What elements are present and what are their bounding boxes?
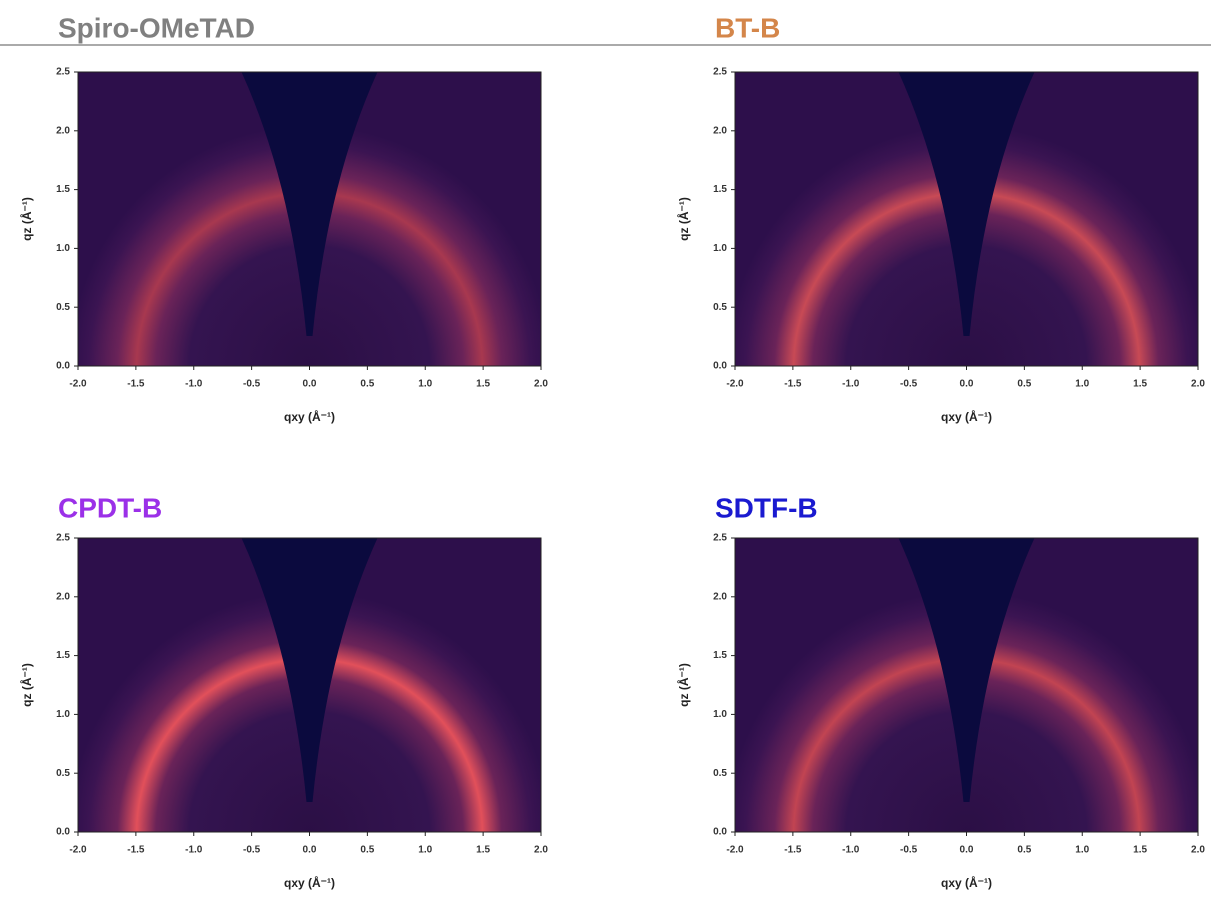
- y-tick-label: 1.5: [713, 184, 727, 195]
- y-tick-label: 0.5: [56, 302, 70, 313]
- heatmap: [78, 538, 541, 832]
- y-tick-label: 1.0: [56, 243, 70, 254]
- x-tick-label: 0.5: [1017, 379, 1031, 390]
- x-tick-label: 1.5: [1133, 379, 1147, 390]
- x-tick-label: -1.0: [842, 845, 860, 856]
- missing-wedge: [241, 72, 378, 336]
- x-tick-label: -1.5: [127, 379, 145, 390]
- x-tick-label: 0.0: [303, 845, 317, 856]
- y-tick-label: 0.0: [713, 827, 727, 838]
- x-tick-label: -1.0: [842, 379, 860, 390]
- x-tick-label: -2.0: [69, 845, 87, 856]
- x-tick-label: 2.0: [1191, 845, 1205, 856]
- x-tick-label: 0.0: [960, 379, 974, 390]
- x-tick-label: -2.0: [69, 379, 87, 390]
- heatmap: [735, 72, 1198, 366]
- y-tick-label: 2.0: [713, 125, 727, 136]
- y-tick-label: 2.5: [56, 67, 70, 78]
- x-tick-label: 1.5: [476, 379, 490, 390]
- x-axis-label: qxy (Å⁻¹): [284, 409, 335, 424]
- y-axis-label: qz (Å⁻¹): [19, 197, 34, 241]
- missing-wedge: [898, 538, 1035, 802]
- x-tick-label: 0.5: [360, 845, 374, 856]
- y-tick-label: 0.0: [56, 827, 70, 838]
- y-tick-label: 0.0: [56, 361, 70, 372]
- y-tick-label: 1.0: [713, 243, 727, 254]
- x-tick-label: 1.0: [1075, 845, 1089, 856]
- x-tick-label: -2.0: [726, 845, 744, 856]
- y-axis-label: qz (Å⁻¹): [676, 663, 691, 707]
- y-tick-label: 2.0: [56, 591, 70, 602]
- x-axis-label: qxy (Å⁻¹): [941, 875, 992, 890]
- x-tick-label: -1.5: [127, 845, 145, 856]
- y-tick-label: 0.5: [713, 768, 727, 779]
- y-axis-label: qz (Å⁻¹): [19, 663, 34, 707]
- y-tick-label: 1.5: [56, 184, 70, 195]
- y-tick-label: 1.5: [56, 650, 70, 661]
- x-tick-label: 1.5: [1133, 845, 1147, 856]
- x-tick-label: -1.0: [185, 845, 203, 856]
- panel-title: BT-B: [715, 12, 780, 43]
- x-tick-label: 2.0: [534, 845, 548, 856]
- x-tick-label: 0.5: [360, 379, 374, 390]
- x-tick-label: -0.5: [900, 379, 918, 390]
- x-tick-label: 0.0: [960, 845, 974, 856]
- x-tick-label: -0.5: [243, 379, 261, 390]
- x-axis-label: qxy (Å⁻¹): [284, 875, 335, 890]
- missing-wedge: [898, 72, 1035, 336]
- y-tick-label: 2.5: [713, 67, 727, 78]
- missing-wedge: [241, 538, 378, 802]
- y-tick-label: 2.5: [56, 533, 70, 544]
- x-tick-label: 1.0: [1075, 379, 1089, 390]
- x-tick-label: -1.0: [185, 379, 203, 390]
- heatmap: [78, 72, 541, 366]
- y-tick-label: 0.5: [56, 768, 70, 779]
- y-tick-label: 1.0: [713, 709, 727, 720]
- x-axis-label: qxy (Å⁻¹): [941, 409, 992, 424]
- y-tick-label: 0.0: [713, 361, 727, 372]
- heatmap: [735, 538, 1198, 832]
- x-tick-label: 1.0: [418, 845, 432, 856]
- x-tick-label: 2.0: [1191, 379, 1205, 390]
- x-tick-label: 1.0: [418, 379, 432, 390]
- x-tick-label: -0.5: [243, 845, 261, 856]
- x-tick-label: -0.5: [900, 845, 918, 856]
- y-tick-label: 0.5: [713, 302, 727, 313]
- x-tick-label: -1.5: [784, 845, 802, 856]
- x-tick-label: 0.5: [1017, 845, 1031, 856]
- y-tick-label: 2.0: [713, 591, 727, 602]
- x-tick-label: -2.0: [726, 379, 744, 390]
- x-tick-label: 1.5: [476, 845, 490, 856]
- y-tick-label: 1.0: [56, 709, 70, 720]
- y-axis-label: qz (Å⁻¹): [676, 197, 691, 241]
- panel-title: CPDT-B: [58, 492, 162, 523]
- panel-title: SDTF-B: [715, 492, 818, 523]
- x-tick-label: 2.0: [534, 379, 548, 390]
- x-tick-label: -1.5: [784, 379, 802, 390]
- y-tick-label: 2.5: [713, 533, 727, 544]
- x-tick-label: 0.0: [303, 379, 317, 390]
- panel-title: Spiro-OMeTAD: [58, 12, 255, 43]
- y-tick-label: 1.5: [713, 650, 727, 661]
- y-tick-label: 2.0: [56, 125, 70, 136]
